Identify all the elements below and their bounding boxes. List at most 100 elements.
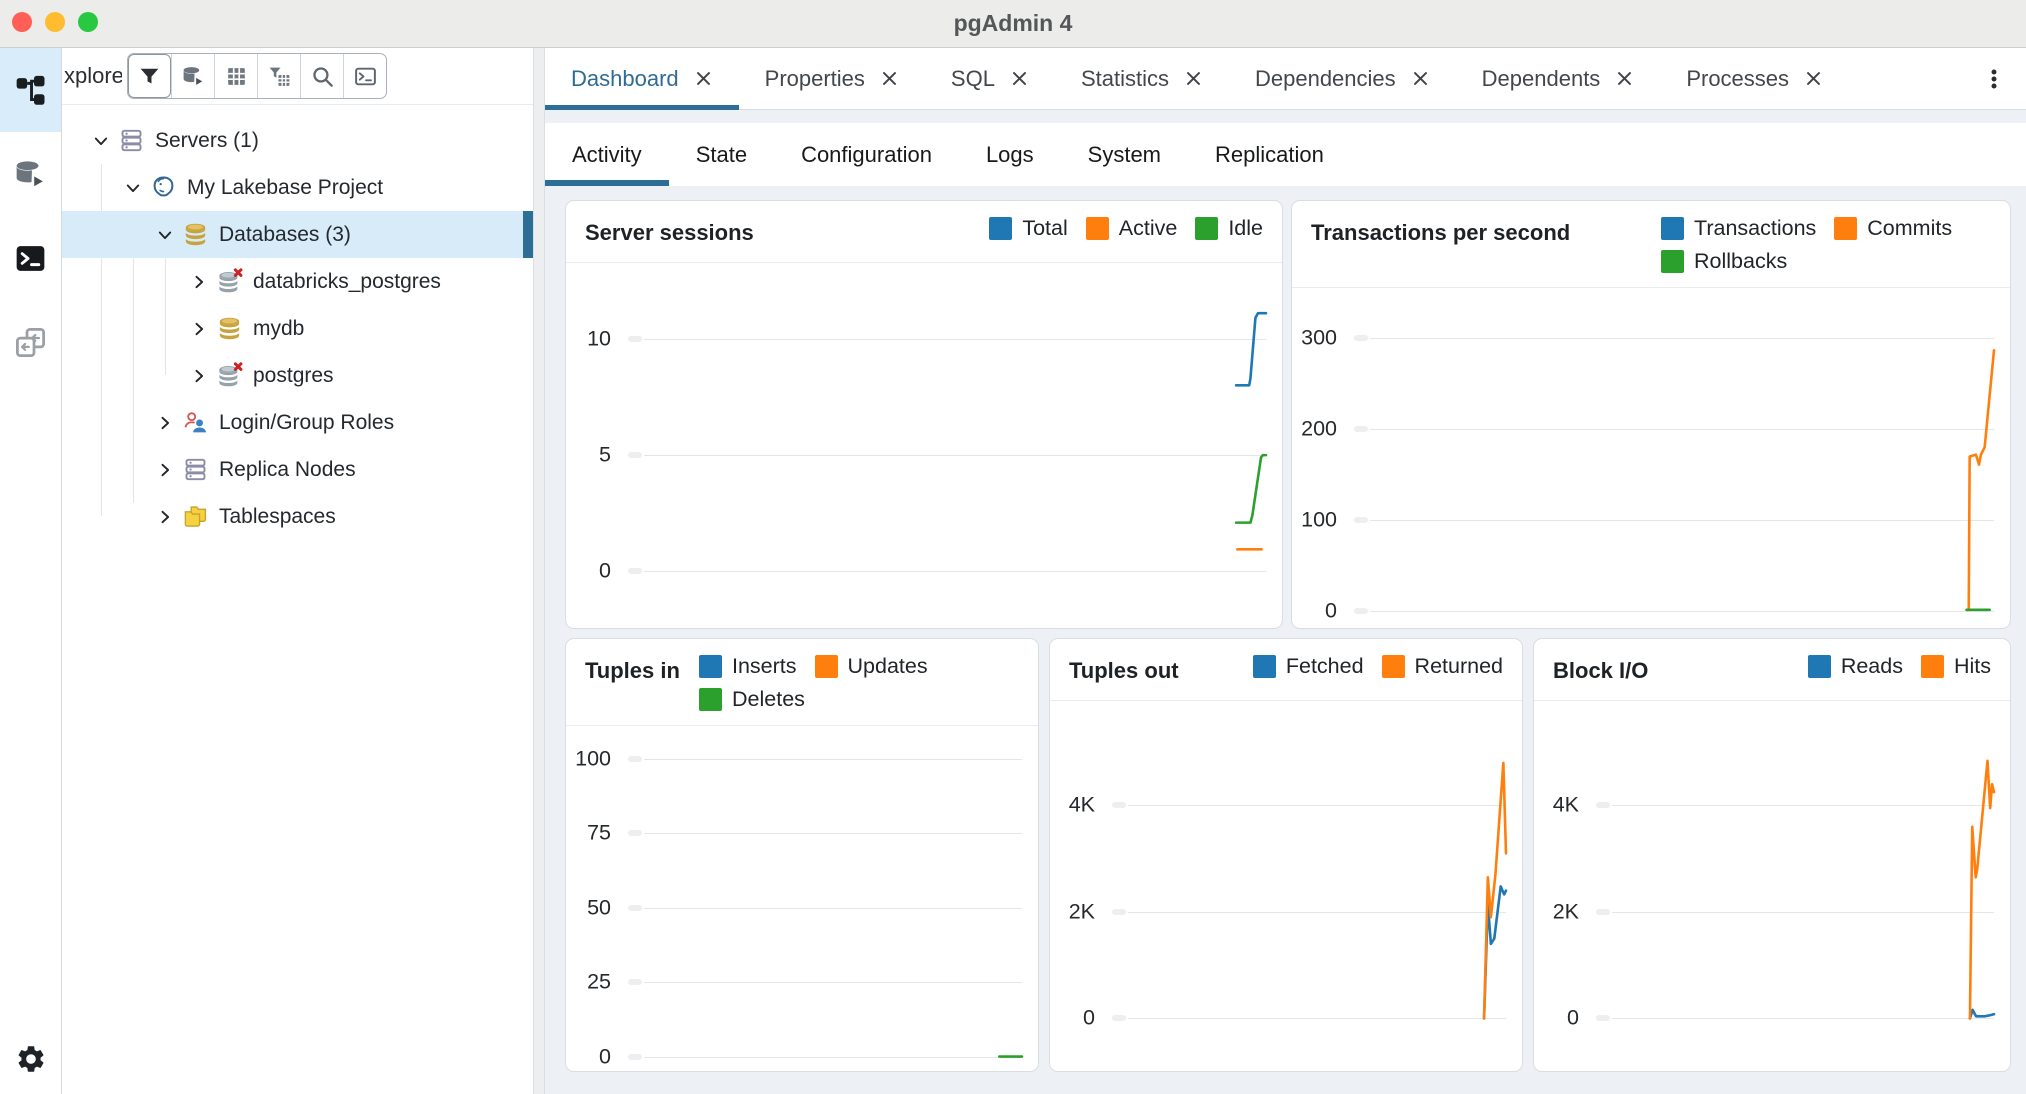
legend-item-fetched[interactable]: Fetched xyxy=(1252,654,1364,679)
legend-item-inserts[interactable]: Inserts xyxy=(699,654,797,679)
tuples-in-card: Tuples in Inserts Updates Deletes 0 25 50 75 1… xyxy=(565,638,1039,1072)
gridline xyxy=(1128,911,1506,913)
legend-label: Returned xyxy=(1414,654,1503,678)
close-icon[interactable] xyxy=(880,69,899,88)
close-window-button[interactable] xyxy=(12,12,32,32)
settings-gear-icon[interactable] xyxy=(0,1024,61,1094)
legend-item-returned[interactable]: Returned xyxy=(1381,654,1503,679)
tab-label: Statistics xyxy=(1080,65,1169,91)
legend-item-hits[interactable]: Hits xyxy=(1920,654,1991,679)
legend-item-total[interactable]: Total xyxy=(989,216,1068,241)
tab-properties[interactable]: Properties xyxy=(739,48,925,109)
tree-item-replica-nodes[interactable]: Replica Nodes xyxy=(62,446,533,493)
legend-item-deletes[interactable]: Deletes xyxy=(699,687,805,712)
query-tool-button[interactable] xyxy=(171,54,214,98)
subtab-label: Configuration xyxy=(801,141,932,167)
tab-statistics[interactable]: Statistics xyxy=(1055,48,1229,109)
tab-sql[interactable]: SQL xyxy=(925,48,1055,109)
subtab-activity[interactable]: Activity xyxy=(545,123,669,186)
schema-diff-icon[interactable] xyxy=(0,300,61,384)
psql-tool-icon[interactable] xyxy=(0,216,61,300)
chevron-right-icon[interactable] xyxy=(188,365,210,387)
legend-item-updates[interactable]: Updates xyxy=(814,654,928,679)
tree-item-databases[interactable]: Databases (3) xyxy=(62,211,533,258)
chart-legend: Total Active Idle xyxy=(989,216,1263,241)
zoom-window-button[interactable] xyxy=(78,12,98,32)
chevron-down-icon[interactable] xyxy=(122,177,144,199)
title-bar: pgAdmin 4 xyxy=(0,0,2026,48)
gridline xyxy=(1370,610,1994,612)
subtab-configuration[interactable]: Configuration xyxy=(774,123,959,186)
legend-label: Deletes xyxy=(732,687,805,711)
tree-item-mydb[interactable]: mydb xyxy=(62,305,533,352)
close-icon[interactable] xyxy=(1184,69,1203,88)
close-icon[interactable] xyxy=(1804,69,1823,88)
filtered-rows-button[interactable] xyxy=(257,54,300,98)
kebab-menu-icon[interactable] xyxy=(1962,48,2026,109)
server-sessions-card: Server sessions Total Active Idle 0 5 10 xyxy=(565,200,1283,629)
tick-mark xyxy=(628,568,642,575)
subtab-logs[interactable]: Logs xyxy=(959,123,1061,186)
panel-resize-handle[interactable] xyxy=(533,48,545,1094)
chevron-right-icon[interactable] xyxy=(188,271,210,293)
tree-item-login-group-roles[interactable]: Login/Group Roles xyxy=(62,399,533,446)
chevron-down-icon[interactable] xyxy=(154,224,176,246)
minimize-window-button[interactable] xyxy=(45,12,65,32)
close-icon[interactable] xyxy=(1615,69,1634,88)
chevron-down-icon[interactable] xyxy=(90,130,112,152)
legend-item-idle[interactable]: Idle xyxy=(1195,216,1263,241)
tree-item-my-lakebase-project[interactable]: My Lakebase Project xyxy=(62,164,533,211)
block-io-card: Block I/O Reads Hits 0 2K 4K xyxy=(1533,638,2011,1072)
chevron-right-icon[interactable] xyxy=(154,412,176,434)
tree-item-servers[interactable]: Servers (1) xyxy=(62,117,533,164)
close-icon[interactable] xyxy=(1411,69,1430,88)
tab-dependents[interactable]: Dependents xyxy=(1456,48,1661,109)
gridline xyxy=(644,338,1266,340)
legend-item-transactions[interactable]: Transactions xyxy=(1661,216,1816,241)
legend-swatch xyxy=(1920,655,1944,678)
chart-plot: 0 5 10 xyxy=(587,269,1266,618)
tab-dependencies[interactable]: Dependencies xyxy=(1229,48,1456,109)
subtab-state[interactable]: State xyxy=(669,123,774,186)
object-explorer-icon[interactable] xyxy=(0,48,61,132)
tab-label: Dependencies xyxy=(1254,65,1396,91)
y-axis-tick-label: 50 xyxy=(587,894,611,919)
object-explorer-title: xplorer xyxy=(64,63,122,88)
legend-label: Idle xyxy=(1228,216,1263,240)
legend-item-reads[interactable]: Reads xyxy=(1807,654,1903,679)
legend-label: Fetched xyxy=(1285,654,1364,678)
gridline xyxy=(1370,338,1994,340)
search-objects-button[interactable] xyxy=(300,54,343,98)
legend-item-rollbacks[interactable]: Rollbacks xyxy=(1661,249,1787,274)
view-data-button[interactable] xyxy=(214,54,257,98)
chevron-right-icon[interactable] xyxy=(188,318,210,340)
psql-tool-button[interactable] xyxy=(343,54,386,98)
legend-swatch xyxy=(1085,217,1109,240)
legend-label: Inserts xyxy=(732,654,797,678)
close-icon[interactable] xyxy=(694,69,713,88)
legend-item-active[interactable]: Active xyxy=(1085,216,1178,241)
database-icon xyxy=(216,315,243,342)
chevron-right-icon[interactable] xyxy=(154,506,176,528)
filter-button[interactable] xyxy=(128,54,171,98)
tuples-out-chart: 0 2K 4K xyxy=(1050,701,1522,1071)
tree-item-postgres[interactable]: postgres xyxy=(62,352,533,399)
subtab-replication[interactable]: Replication xyxy=(1188,123,1351,186)
tree-item-databricks-postgres[interactable]: databricks_postgres xyxy=(62,258,533,305)
subtab-system[interactable]: System xyxy=(1061,123,1188,186)
tuples-out-card: Tuples out Fetched Returned 0 2K 4K xyxy=(1049,638,1523,1072)
gridline xyxy=(1612,805,1994,807)
tick-mark xyxy=(628,755,642,762)
close-icon[interactable] xyxy=(1010,69,1029,88)
legend-item-commits[interactable]: Commits xyxy=(1834,216,1952,241)
query-tool-icon[interactable] xyxy=(0,132,61,216)
tab-processes[interactable]: Processes xyxy=(1660,48,1849,109)
gridline xyxy=(1128,805,1506,807)
tree-item-tablespaces[interactable]: Tablespaces xyxy=(62,493,533,540)
dashboard-content: Server sessions Total Active Idle 0 5 10 Tra… xyxy=(545,186,2026,1094)
y-axis-tick-label: 2K xyxy=(1068,899,1095,924)
chevron-right-icon[interactable] xyxy=(154,459,176,481)
tab-dashboard[interactable]: Dashboard xyxy=(545,48,739,110)
legend-label: Active xyxy=(1118,216,1178,240)
legend-swatch xyxy=(989,217,1013,240)
